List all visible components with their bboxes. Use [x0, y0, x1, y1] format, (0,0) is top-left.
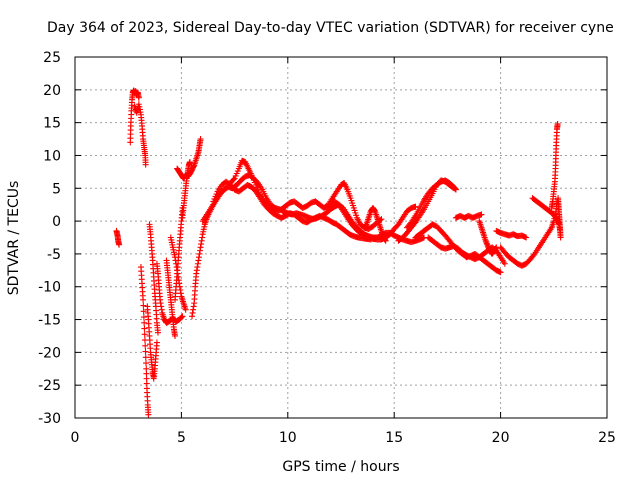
data-point-plus: [230, 176, 237, 183]
series-arc-21: [412, 221, 504, 276]
series-arc-15: [210, 178, 374, 243]
data-point-plus: [557, 234, 564, 241]
y-tick-label: 5: [52, 181, 61, 197]
series-arc-23: [476, 218, 500, 257]
data-point-plus: [135, 94, 142, 101]
series-arc-5: [144, 303, 160, 382]
data-point-plus: [172, 332, 179, 339]
y-tick-label: 0: [52, 214, 61, 230]
series-arc-1: [113, 227, 123, 248]
data-point-plus: [452, 186, 459, 193]
series-arc-2: [127, 87, 142, 146]
data-point-plus: [142, 348, 149, 355]
data-point-plus: [116, 241, 123, 248]
data-point-plus: [382, 237, 389, 244]
data-point-plus: [145, 411, 152, 418]
series-arc-18: [395, 177, 457, 244]
series-arc-22: [452, 211, 485, 221]
axis-ticks: 0 5 10 15 20 25 -30 -25 -20 -15 -10 -5 0 5 10 15 20 25: [38, 50, 616, 446]
data-point-plus: [478, 211, 485, 218]
x-tick-label: 0: [71, 430, 80, 446]
y-tick-label: -30: [38, 411, 61, 427]
data-point-plus: [179, 313, 186, 320]
chart-title: Day 364 of 2023, Sidereal Day-to-day VTE…: [47, 20, 614, 36]
data-point-plus: [153, 339, 160, 346]
data-point-plus: [412, 203, 419, 210]
data-point-plus: [523, 234, 530, 241]
data-point-plus: [143, 360, 150, 367]
y-tick-label: 10: [43, 148, 61, 164]
data-point-plus: [154, 329, 161, 336]
x-tick-label: 25: [598, 430, 616, 446]
data-points: [113, 87, 564, 418]
data-point-plus: [554, 120, 561, 127]
series-arc-27: [548, 120, 561, 211]
series-arc-12: [174, 136, 204, 182]
data-point-plus: [140, 314, 147, 321]
data-point-plus: [141, 331, 148, 338]
x-tick-label: 10: [279, 430, 297, 446]
series-arc-19: [403, 177, 459, 231]
data-point-plus: [197, 136, 204, 143]
data-point-plus: [142, 342, 149, 349]
y-tick-label: -25: [38, 378, 61, 394]
data-point-plus: [140, 302, 147, 309]
y-tick-label: -20: [38, 345, 61, 361]
data-point-plus: [501, 260, 508, 267]
series-arc-8: [163, 257, 179, 339]
y-tick-label: -5: [47, 247, 61, 263]
x-tick-label: 20: [492, 430, 510, 446]
x-tick-label: 5: [177, 430, 186, 446]
data-point-plus: [497, 269, 504, 276]
data-point-plus: [140, 308, 147, 315]
data-point-plus: [141, 319, 148, 326]
series-arc-6: [146, 221, 161, 336]
y-tick-label: 15: [43, 116, 61, 132]
data-point-plus: [141, 325, 148, 332]
data-point-plus: [142, 354, 149, 361]
series-arc-4: [137, 264, 152, 418]
series-arc-24: [493, 227, 530, 241]
data-point-plus: [178, 314, 185, 321]
data-point-plus: [186, 159, 193, 166]
series-arc-3: [131, 101, 149, 168]
y-axis-label: SDTVAR / TECUs: [6, 181, 22, 296]
x-tick-label: 15: [385, 430, 403, 446]
y-tick-label: -10: [38, 280, 61, 296]
data-point-plus: [142, 161, 149, 168]
series-arc-28: [555, 195, 564, 241]
series-arc-25: [497, 198, 560, 269]
series-arc-17: [361, 204, 389, 244]
y-tick-label: -15: [38, 313, 61, 329]
data-point-plus: [182, 306, 189, 313]
y-tick-label: 25: [43, 50, 61, 66]
x-axis-label: GPS time / hours: [282, 459, 399, 475]
y-tick-label: 20: [43, 83, 61, 99]
data-point-plus: [140, 296, 147, 303]
plot-frame: [74, 56, 608, 419]
